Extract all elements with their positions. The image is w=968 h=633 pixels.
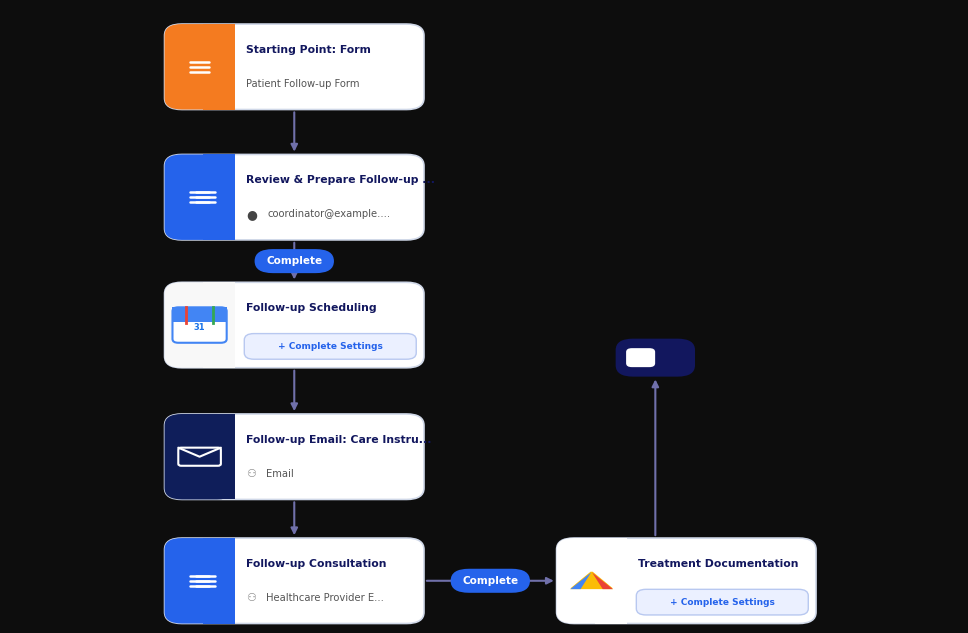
Text: Follow-up Scheduling: Follow-up Scheduling bbox=[246, 303, 377, 313]
Text: 31: 31 bbox=[194, 323, 205, 332]
FancyBboxPatch shape bbox=[165, 24, 234, 110]
FancyBboxPatch shape bbox=[626, 348, 655, 367]
FancyBboxPatch shape bbox=[165, 538, 234, 624]
FancyBboxPatch shape bbox=[616, 339, 695, 377]
Text: Patient Follow-up Form: Patient Follow-up Form bbox=[246, 79, 360, 89]
Text: Follow-up Email: Care Instru...: Follow-up Email: Care Instru... bbox=[246, 435, 432, 444]
Text: ⚇: ⚇ bbox=[246, 469, 257, 479]
Text: coordinator@example....: coordinator@example.... bbox=[267, 210, 391, 219]
FancyBboxPatch shape bbox=[255, 249, 334, 273]
Text: + Complete Settings: + Complete Settings bbox=[670, 598, 774, 606]
Polygon shape bbox=[570, 572, 613, 589]
Text: Email: Email bbox=[265, 469, 293, 479]
Text: ●: ● bbox=[246, 208, 257, 221]
Bar bbox=[595, 538, 626, 624]
Bar bbox=[203, 154, 234, 240]
Bar bbox=[203, 282, 234, 368]
FancyBboxPatch shape bbox=[244, 334, 416, 360]
Bar bbox=[203, 414, 234, 499]
FancyBboxPatch shape bbox=[165, 414, 234, 499]
FancyBboxPatch shape bbox=[165, 154, 234, 240]
FancyBboxPatch shape bbox=[636, 589, 808, 615]
Bar bbox=[203, 24, 234, 110]
Text: Starting Point: Form: Starting Point: Form bbox=[246, 45, 371, 54]
Text: Review & Prepare Follow-up ...: Review & Prepare Follow-up ... bbox=[246, 175, 436, 185]
Text: Treatment Documentation: Treatment Documentation bbox=[638, 559, 799, 568]
Polygon shape bbox=[592, 572, 613, 589]
FancyBboxPatch shape bbox=[165, 538, 424, 624]
Text: Follow-up Consultation: Follow-up Consultation bbox=[246, 559, 387, 568]
Text: ⚇: ⚇ bbox=[246, 593, 257, 603]
FancyBboxPatch shape bbox=[557, 538, 626, 624]
FancyBboxPatch shape bbox=[165, 414, 424, 499]
FancyBboxPatch shape bbox=[557, 538, 816, 624]
Bar bbox=[172, 308, 227, 322]
FancyBboxPatch shape bbox=[165, 24, 424, 110]
Polygon shape bbox=[570, 572, 613, 589]
Text: Complete: Complete bbox=[266, 256, 322, 266]
Text: + Complete Settings: + Complete Settings bbox=[278, 342, 382, 351]
FancyBboxPatch shape bbox=[165, 282, 234, 368]
Bar bbox=[203, 538, 234, 624]
FancyBboxPatch shape bbox=[172, 308, 227, 343]
Polygon shape bbox=[570, 572, 591, 589]
Text: Complete: Complete bbox=[463, 576, 518, 586]
FancyBboxPatch shape bbox=[451, 568, 530, 592]
FancyBboxPatch shape bbox=[165, 154, 424, 240]
FancyBboxPatch shape bbox=[165, 282, 424, 368]
Text: Healthcare Provider E...: Healthcare Provider E... bbox=[265, 593, 383, 603]
Text: END: END bbox=[662, 351, 691, 364]
